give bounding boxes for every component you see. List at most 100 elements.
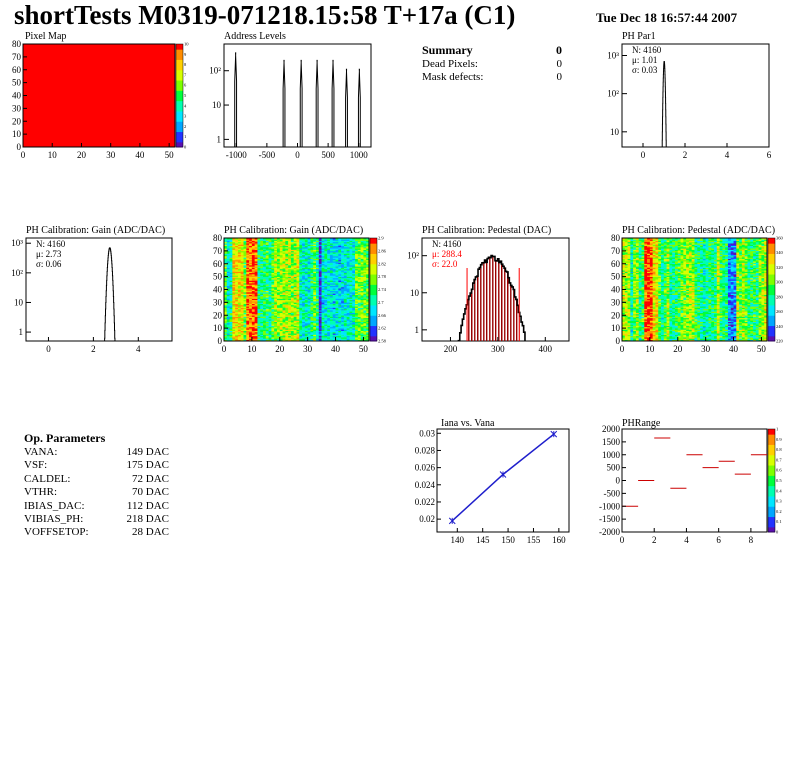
ph-gain-map-cell	[290, 324, 295, 326]
ph-gain-map-cell	[321, 308, 325, 311]
pixel-map-zscale-label: 2	[184, 124, 186, 129]
ph-gain-map-cell	[352, 333, 356, 335]
ph-gain-map-cell	[338, 330, 342, 333]
ph-gain-map-cell	[260, 325, 264, 328]
ph-gain-map-cell	[268, 268, 272, 271]
ph-pedestal-hist-ytick-label: 10²	[407, 251, 419, 261]
ph-pedestal-map-plot: PH Calibration: Pedestal (ADC/DAC)0 10 20 3…	[611, 225, 784, 354]
ph-gain-map-cell	[235, 257, 239, 259]
ph-gain-map-cell	[327, 250, 331, 253]
ph-gain-map-cell	[279, 299, 283, 302]
ph-gain-map-cell	[246, 248, 250, 250]
ph-gain-map-cell	[246, 330, 250, 333]
ph-gain-map-cell	[329, 245, 334, 248]
ph-gain-map-cell	[304, 286, 308, 289]
pixel-map-zscale-cell	[176, 74, 183, 78]
ph-gain-map-cell	[332, 319, 336, 321]
ph-gain-map-cell	[279, 257, 283, 259]
ph-pedestal-map-cell	[630, 337, 634, 339]
ph-gain-map-cell	[237, 321, 242, 324]
ph-gain-map-cell	[254, 272, 258, 275]
ph-gain-map-cell	[260, 292, 264, 294]
ph-gain-map-cell	[341, 334, 345, 337]
ph-gain-map-cell	[363, 330, 367, 333]
ph-gain-map-cell	[304, 284, 308, 286]
pixel-map-zscale-cell	[176, 126, 183, 130]
ph-gain-map-cell	[293, 333, 297, 335]
ph-gain-map-cell	[232, 267, 236, 270]
ph-gain-map-cell	[355, 262, 359, 265]
ph-gain-map-cell	[274, 285, 278, 288]
ph-gain-map-cell	[276, 292, 281, 294]
ph-pedestal-map-cell	[630, 259, 634, 262]
ph-gain-map-cell	[302, 284, 306, 286]
ph-gain-map-cell	[282, 262, 286, 265]
ph-gain-map-cell	[257, 324, 261, 326]
ph-gain-map-cell	[346, 288, 350, 290]
ph-gain-map-cell	[282, 326, 286, 329]
ph-gain-map-cell	[224, 245, 228, 248]
ph-pedestal-map-cell	[624, 281, 628, 284]
ph-pedestal-map-cell	[630, 299, 634, 302]
ph-gain-map-cell	[324, 254, 328, 257]
ph-gain-map-cell	[329, 240, 334, 243]
ph-gain-map-cell	[338, 304, 342, 307]
ph-gain-map-cell	[257, 307, 261, 310]
ph-pedestal-map-cell	[624, 331, 628, 334]
param-value: 28 DAC	[132, 526, 169, 539]
ph-pedestal-map-cell	[635, 307, 640, 310]
ph-gain-map-cell	[332, 258, 336, 261]
ph-gain-map-cell	[251, 337, 255, 339]
ph-gain-map-cell	[229, 267, 233, 270]
ph-gain-map-cell	[310, 258, 314, 261]
ph-gain-map-cell	[357, 290, 361, 293]
ph-gain-map-cell	[254, 254, 258, 257]
ph-gain-map-cell	[335, 304, 339, 307]
ph-pedestal-map-cell	[627, 252, 631, 254]
pixel-map-zscale-label: 8	[184, 62, 187, 67]
ph-gain-map-cell	[260, 244, 264, 247]
ph-pedestal-map-cell	[627, 283, 631, 285]
ph-gain-map-cell	[310, 238, 314, 240]
summary-total: 0	[556, 43, 562, 57]
ph-gain-map-cell	[235, 324, 239, 326]
ph-gain-map-ytick-label: 10	[213, 323, 223, 333]
ph-gain-map-cell	[318, 292, 322, 294]
ph-gain-map-cell	[274, 337, 278, 339]
ph-gain-map-cell	[335, 290, 339, 293]
ph-gain-map-cell	[349, 330, 353, 333]
ph-gain-map-cell	[357, 328, 361, 330]
ph-gain-map-cell	[307, 304, 311, 307]
ph-gain-map-cell	[324, 297, 328, 299]
ph-gain-map-cell	[249, 303, 253, 306]
ph-gain-map-zscale-cell	[370, 274, 377, 278]
ph-gain-map-cell	[237, 270, 242, 272]
ph-gain-map-cell	[226, 331, 230, 334]
ph-gain-map-cell	[290, 274, 295, 276]
ph-gain-map-cell	[341, 301, 345, 303]
ph-gain-map-cell	[307, 241, 311, 244]
ph-gain-map-cell	[237, 265, 242, 267]
ph-pedestal-map-cell	[627, 310, 631, 312]
ph-gain-map-cell	[329, 303, 334, 306]
ph-pedestal-map-cell	[624, 297, 628, 299]
ph-gain-map-cell	[282, 294, 286, 297]
ph-gain-map-cell	[329, 279, 334, 281]
ph-gain-map-cell	[307, 310, 311, 312]
ph-pedestal-map-cell	[624, 294, 628, 297]
ph-gain-map-cell	[246, 272, 250, 275]
ph-gain-map-cell	[366, 245, 370, 248]
ph-gain-map-cell	[304, 268, 308, 271]
ph-pedestal-map-cell	[630, 241, 634, 244]
ph-gain-map-cell	[366, 292, 370, 294]
ph-gain-map-cell	[332, 316, 336, 319]
ph-gain-map-cell	[265, 307, 269, 310]
ph-gain-map-cell	[282, 289, 286, 292]
param-row: CALDEL: 72 DAC	[24, 473, 169, 486]
ph-gain-map-cell	[352, 258, 356, 261]
ph-gain-map-cell	[321, 245, 325, 248]
ph-gain-map-cell	[260, 262, 264, 265]
ph-gain-map-cell	[355, 316, 359, 319]
ph-gain-map-cell	[263, 279, 267, 281]
